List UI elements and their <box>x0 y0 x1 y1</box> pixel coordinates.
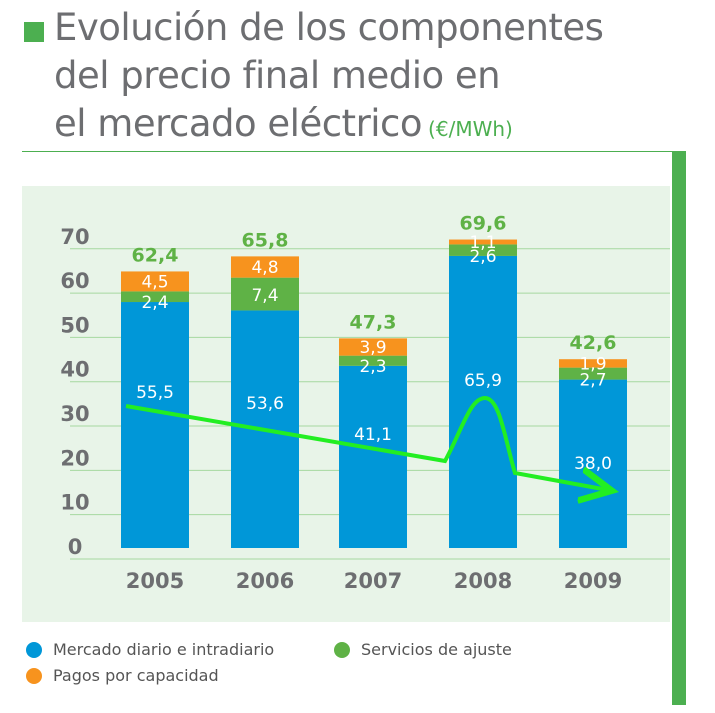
total-label: 62,4 <box>132 244 179 266</box>
title-unit: (€/MWh) <box>428 117 513 141</box>
bar-segment-2009-1 <box>559 367 627 380</box>
title-bullet-icon <box>24 22 44 42</box>
bar-segment-2006-1 <box>231 277 299 311</box>
value-label-pagos: 3,9 <box>359 338 386 358</box>
right-accent-bar <box>672 151 686 705</box>
x-tick-label: 2006 <box>236 569 294 593</box>
title-line-2: del precio final medio en <box>54 54 501 97</box>
y-tick-label: 10 <box>60 491 89 515</box>
bar-segment-2009-2 <box>559 359 627 368</box>
value-label-mercado: 55,5 <box>136 383 174 403</box>
y-tick-label: 30 <box>60 402 89 426</box>
total-label: 42,6 <box>570 332 617 354</box>
value-label-servicios: 2,4 <box>141 293 168 313</box>
value-label-mercado: 38,0 <box>574 454 612 474</box>
title-line-3-text: el mercado eléctrico <box>54 102 423 145</box>
y-tick-label: 40 <box>60 358 89 382</box>
value-label-mercado: 65,9 <box>464 371 502 391</box>
x-tick-label: 2007 <box>344 569 402 593</box>
value-label-servicios: 2,3 <box>359 357 386 377</box>
bar-segment-2007-2 <box>339 338 407 356</box>
legend-label-mercado: Mercado diario e intradiario <box>53 640 275 659</box>
value-label-servicios: 7,4 <box>251 286 278 306</box>
top-divider <box>22 151 686 152</box>
bar-segment-2007-0 <box>339 365 407 548</box>
bar-segment-2008-2 <box>449 239 517 245</box>
bar-segment-2008-0 <box>449 255 517 548</box>
title-line-1: Evolución de los componentes <box>54 6 604 49</box>
legend-item-pagos: Pagos por capacidad <box>26 666 219 685</box>
bar-segment-2009-0 <box>559 379 627 548</box>
value-label-mercado: 41,1 <box>354 425 392 445</box>
legend-swatch-servicios <box>334 641 350 658</box>
total-label: 47,3 <box>350 311 397 333</box>
x-tick-label: 2008 <box>454 569 512 593</box>
value-label-servicios: 2,7 <box>579 371 606 391</box>
legend-label-pagos: Pagos por capacidad <box>53 666 219 685</box>
bar-segment-2007-1 <box>339 355 407 366</box>
legend-label-servicios: Servicios de ajuste <box>361 640 512 659</box>
value-label-pagos: 4,5 <box>141 272 168 292</box>
legend-item-servicios: Servicios de ajuste <box>334 640 512 659</box>
y-tick-label: 20 <box>60 446 89 470</box>
legend-swatch-mercado <box>26 641 42 658</box>
x-tick-label: 2009 <box>564 569 622 593</box>
bar-segment-2008-1 <box>449 244 517 256</box>
total-label: 65,8 <box>242 229 289 251</box>
title-line-3: el mercado eléctrico (€/MWh) <box>54 100 603 153</box>
value-label-mercado: 53,6 <box>246 394 284 414</box>
bar-segment-2006-2 <box>231 256 299 278</box>
trend-arrow <box>125 395 608 490</box>
y-tick-label: 50 <box>60 313 89 337</box>
bar-segment-2005-1 <box>121 291 189 303</box>
legend-swatch-pagos <box>26 667 42 684</box>
legend-item-mercado: Mercado diario e intradiario <box>26 640 274 659</box>
bar-segment-2005-0 <box>121 302 189 548</box>
legend: Mercado diario e intradiario Servicios d… <box>22 636 672 696</box>
value-label-pagos: 4,8 <box>251 258 278 278</box>
bar-segment-2005-2 <box>121 271 189 292</box>
y-tick-label: 60 <box>60 269 89 293</box>
total-label: 69,6 <box>460 213 507 235</box>
value-label-pagos: 1,9 <box>579 354 606 374</box>
y-tick-label: 0 <box>68 535 83 559</box>
x-tick-label: 2005 <box>126 569 184 593</box>
value-label-servicios: 2,6 <box>469 247 496 267</box>
value-label-pagos: 1,1 <box>469 233 496 253</box>
title-text: Evolución de los componentes del precio … <box>54 4 604 153</box>
y-tick-label: 70 <box>60 225 89 249</box>
